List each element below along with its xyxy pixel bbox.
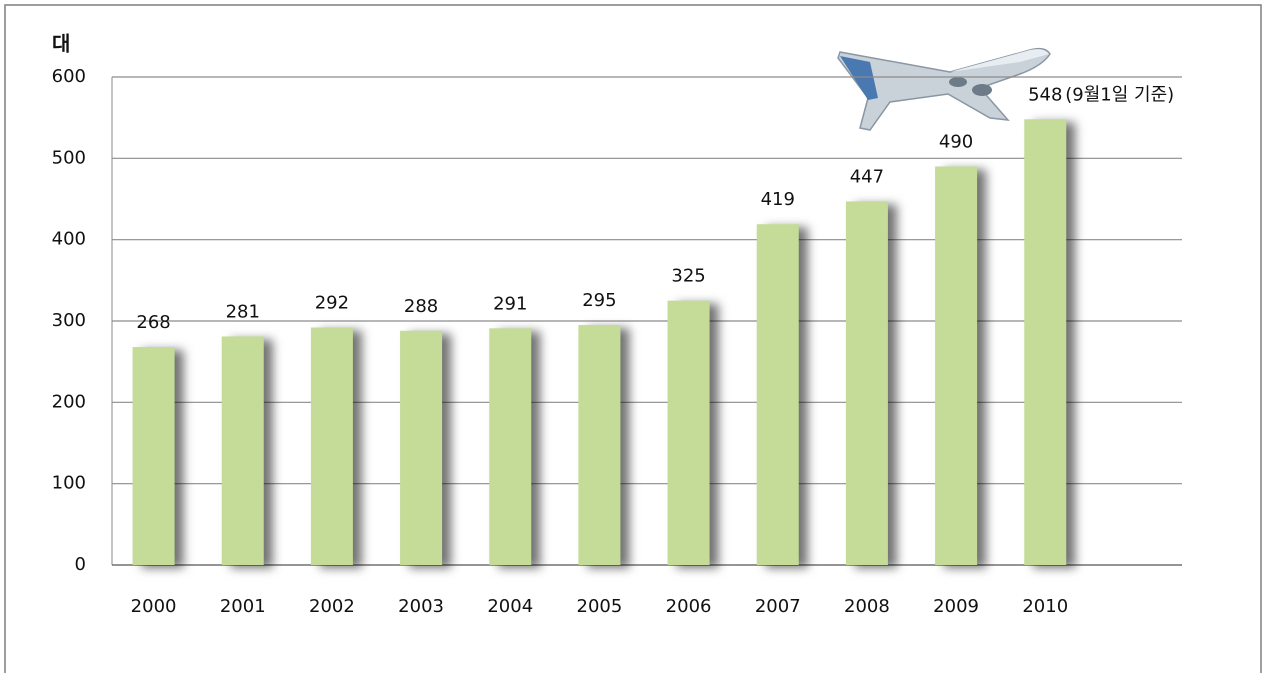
value-label: 490: [939, 131, 973, 152]
x-tick-label: 2001: [220, 596, 266, 617]
x-tick-label: 2003: [398, 596, 444, 617]
bar: [133, 347, 175, 565]
chart: 대 0 100 200 300 400 500 600 2000 268 2001 281 2002 2…: [0, 0, 1266, 673]
y-tick-label: 100: [52, 473, 86, 494]
bar: [668, 301, 710, 565]
value-label: 288: [404, 296, 438, 317]
x-tick-label: 2004: [487, 596, 533, 617]
value-label: 548: [1028, 84, 1062, 105]
x-tick-label: 2007: [755, 596, 801, 617]
y-tick-label: 200: [52, 391, 86, 412]
x-tick-label: 2006: [666, 596, 712, 617]
value-label: 281: [226, 301, 260, 322]
bar: [311, 328, 353, 565]
value-label: 295: [582, 290, 616, 311]
bar: [489, 328, 531, 565]
bar: [846, 201, 888, 565]
unit-label: 대: [52, 32, 70, 56]
value-label: 447: [850, 166, 884, 187]
x-tick-label: 2005: [577, 596, 623, 617]
value-label: 325: [671, 266, 705, 287]
x-tick-label: 2008: [844, 596, 890, 617]
y-tick-label: 600: [52, 66, 86, 87]
y-tick-label: 0: [75, 554, 86, 575]
bar: [1024, 119, 1066, 565]
bar: [935, 166, 977, 565]
bar: [400, 331, 442, 565]
y-tick-label: 400: [52, 229, 86, 250]
value-label: 292: [315, 293, 349, 314]
bar: [578, 325, 620, 565]
x-tick-label: 2010: [1022, 596, 1068, 617]
bar: [757, 224, 799, 565]
x-tick-label: 2002: [309, 596, 355, 617]
value-label: 291: [493, 293, 527, 314]
annotation: (9월1일 기준): [1065, 84, 1174, 105]
x-tick-label: 2009: [933, 596, 979, 617]
x-tick-label: 2000: [131, 596, 177, 617]
y-tick-label: 500: [52, 147, 86, 168]
bar: [222, 336, 264, 565]
value-label: 419: [761, 189, 795, 210]
y-tick-label: 300: [52, 310, 86, 331]
value-label: 268: [136, 312, 170, 333]
